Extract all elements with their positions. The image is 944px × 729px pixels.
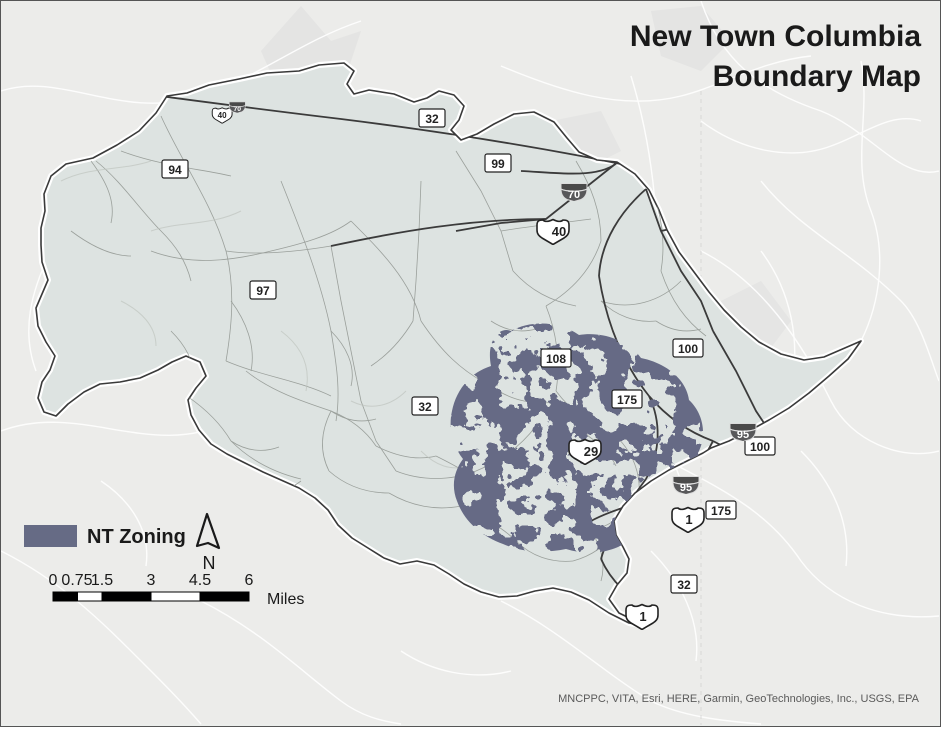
svg-text:97: 97 <box>256 284 270 298</box>
svg-text:NT Zoning: NT Zoning <box>87 526 186 548</box>
svg-text:0: 0 <box>49 572 58 589</box>
svg-text:3: 3 <box>147 572 156 589</box>
svg-text:6: 6 <box>245 572 254 589</box>
svg-text:1: 1 <box>639 609 646 624</box>
svg-text:70: 70 <box>234 106 242 113</box>
svg-text:4.5: 4.5 <box>189 572 211 589</box>
svg-text:N: N <box>203 553 216 573</box>
svg-text:32: 32 <box>418 400 432 414</box>
svg-text:MNCPPC, VITA, Esri, HERE, Garm: MNCPPC, VITA, Esri, HERE, Garmin, GeoTec… <box>558 693 920 705</box>
svg-text:0.75: 0.75 <box>61 572 92 589</box>
svg-text:99: 99 <box>491 157 505 171</box>
svg-text:40: 40 <box>552 224 566 239</box>
svg-text:Miles: Miles <box>267 591 304 608</box>
svg-text:108: 108 <box>546 352 566 366</box>
svg-text:70: 70 <box>568 189 580 201</box>
svg-text:95: 95 <box>680 482 692 494</box>
svg-text:1.5: 1.5 <box>91 572 113 589</box>
svg-text:175: 175 <box>617 393 637 407</box>
svg-text:Boundary Map: Boundary Map <box>713 60 921 93</box>
svg-text:32: 32 <box>677 578 691 592</box>
svg-text:32: 32 <box>425 112 439 126</box>
svg-text:100: 100 <box>750 440 770 454</box>
svg-text:95: 95 <box>737 429 749 441</box>
svg-text:New Town Columbia: New Town Columbia <box>630 20 921 53</box>
svg-text:100: 100 <box>678 342 698 356</box>
svg-text:29: 29 <box>584 444 598 459</box>
svg-text:40: 40 <box>218 111 227 120</box>
svg-text:175: 175 <box>711 504 731 518</box>
svg-text:94: 94 <box>168 163 182 177</box>
svg-text:1: 1 <box>685 512 692 527</box>
